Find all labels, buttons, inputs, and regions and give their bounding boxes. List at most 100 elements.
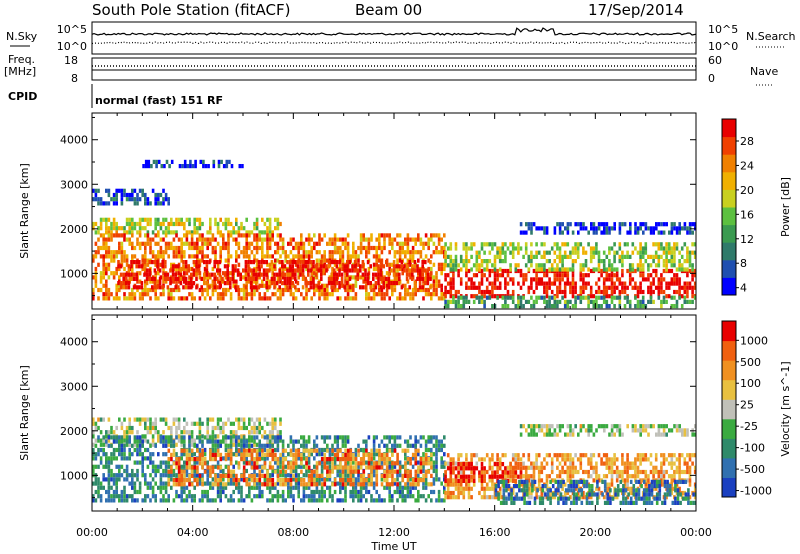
power-cell [123, 258, 126, 263]
velocity-cell [180, 430, 183, 435]
power-cell [141, 217, 144, 222]
velocity-cell [180, 489, 183, 495]
velocity-cell [131, 494, 134, 499]
velocity-cell [354, 494, 358, 499]
velocity-cell [154, 417, 157, 422]
power-cell [416, 264, 419, 269]
power-cell [683, 285, 687, 290]
velocity-cell [372, 481, 376, 486]
power-cell [167, 254, 170, 259]
power-cell [135, 260, 138, 265]
power-cell [467, 246, 471, 251]
power-cell [563, 273, 567, 278]
power-cell [364, 268, 367, 273]
velocity-cell [151, 489, 155, 495]
power-cell [265, 281, 268, 286]
power-cell [157, 192, 160, 198]
velocity-cell [211, 485, 215, 490]
power-cell [248, 254, 251, 259]
velocity-cell [188, 489, 191, 495]
power-cell [237, 241, 241, 246]
power-cell [182, 276, 185, 281]
power-cell [465, 263, 468, 268]
power-cell [320, 285, 323, 290]
power-cell [678, 263, 681, 268]
power-cell [297, 287, 300, 293]
power-cell [343, 285, 346, 290]
power-cell [406, 237, 410, 242]
power-cell [125, 192, 129, 198]
velocity-cell [437, 489, 441, 495]
power-cell [222, 233, 225, 238]
velocity-cell [401, 464, 404, 469]
power-cell [183, 250, 186, 255]
power-cell [662, 263, 666, 268]
power-cell [138, 233, 142, 238]
velocity-cell [331, 443, 334, 448]
power-cell [302, 296, 306, 301]
power-cell [115, 188, 118, 193]
power-cell [144, 254, 147, 259]
velocity-cell [136, 460, 139, 465]
velocity-cell [107, 430, 111, 435]
power-cell [261, 230, 264, 235]
power-cell [527, 267, 531, 272]
velocity-cell [305, 461, 308, 466]
velocity-cell [276, 498, 280, 503]
velocity-cell [255, 478, 259, 483]
velocity-cell [203, 481, 207, 486]
power-cell [693, 268, 696, 274]
power-cell [323, 283, 326, 288]
power-cell [112, 296, 116, 301]
velocity-cell [341, 457, 345, 462]
velocity-cell [164, 473, 168, 478]
velocity-cell [92, 421, 95, 426]
velocity-cell [365, 452, 368, 457]
power-cell [372, 254, 376, 259]
power-cell [600, 295, 603, 300]
velocity-cell [222, 485, 225, 490]
velocity-cell [211, 477, 215, 482]
power-cell [535, 254, 538, 259]
power-cell [385, 233, 389, 238]
power-cell [354, 250, 358, 255]
velocity-data-cells [92, 417, 696, 505]
power-cell [411, 254, 415, 259]
power-cell [203, 254, 207, 259]
power-cell [649, 285, 653, 290]
velocity-cell [149, 452, 152, 457]
power-cell [362, 245, 365, 251]
power-cell [639, 250, 642, 255]
power-cell [145, 276, 149, 281]
velocity-cell [375, 478, 379, 483]
power-cell [151, 260, 154, 265]
power-cell [623, 295, 627, 300]
velocity-cell [315, 489, 319, 495]
power-cell [608, 250, 611, 255]
velocity-cell [305, 485, 308, 490]
velocity-cell [138, 421, 142, 426]
power-cell [398, 266, 402, 272]
power-cell [600, 304, 603, 309]
power-cell [419, 254, 423, 259]
power-cell [166, 272, 170, 277]
velocity-cell [227, 435, 230, 440]
power-cell [320, 264, 323, 269]
velocity-cell [307, 452, 311, 457]
velocity-cell [328, 452, 332, 457]
power-cell [602, 295, 606, 300]
velocity-cell [266, 448, 269, 453]
power-cell [222, 296, 225, 301]
velocity-cell [149, 481, 152, 486]
velocity-cell [164, 498, 168, 503]
power-cell [102, 254, 105, 259]
power-cell [273, 264, 276, 269]
power-cell [136, 221, 139, 227]
power-cell [644, 250, 648, 255]
power-cell [602, 281, 606, 286]
power-cell [388, 233, 391, 238]
power-cell [584, 263, 588, 268]
power-cell [532, 299, 536, 304]
power-cell [115, 226, 118, 231]
power-cell [250, 287, 254, 293]
